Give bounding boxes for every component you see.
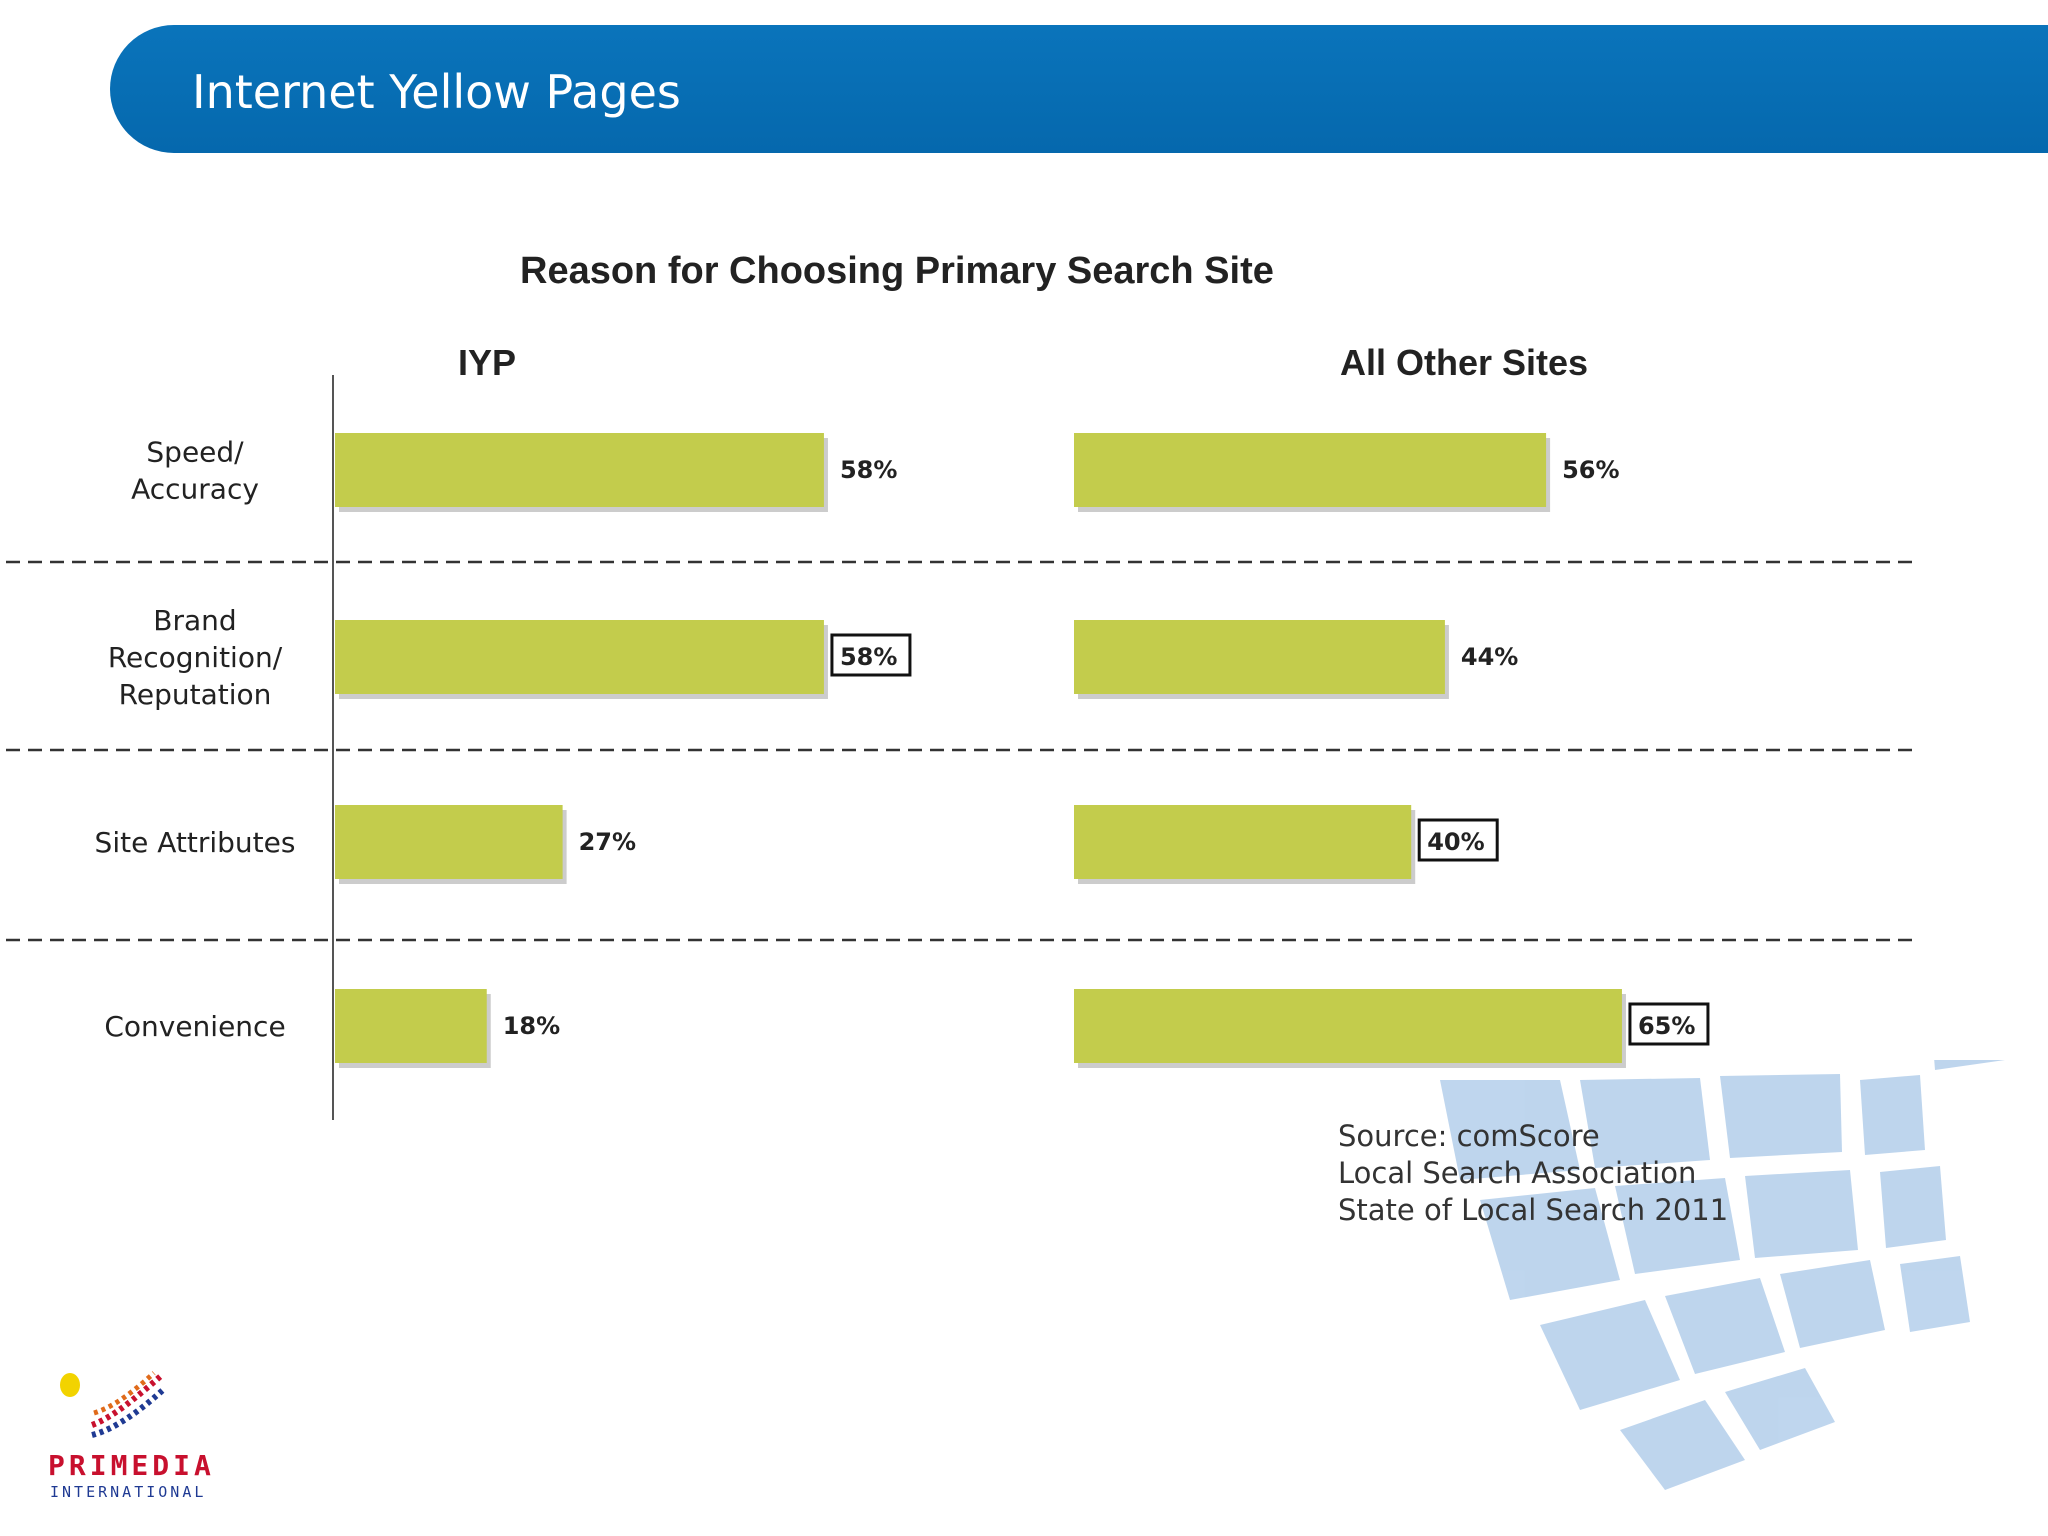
logo-name: PRIMEDIA xyxy=(48,1449,215,1482)
iyp-bar xyxy=(335,989,487,1063)
category-label: Reputation xyxy=(119,678,272,711)
other-sites-bar xyxy=(1074,989,1622,1063)
iyp-bar xyxy=(335,433,824,507)
iyp-value-label: 18% xyxy=(503,1012,560,1040)
source-line: Local Search Association xyxy=(1338,1156,1697,1190)
iyp-bar xyxy=(335,620,824,694)
category-labels: Speed/Accuracy Brand Recognition/Reputatio… xyxy=(95,436,296,1044)
globe-graphic xyxy=(1440,1060,2005,1490)
value-label-box xyxy=(830,633,912,677)
other-sites-bar xyxy=(1074,620,1445,694)
other-sites-value-label: 44% xyxy=(1461,643,1518,671)
iyp-value-label: 27% xyxy=(579,828,636,856)
iyp-bar xyxy=(335,805,563,879)
source-note: Source: comScore Local Search Associatio… xyxy=(1338,1118,1728,1229)
category-label: Recognition/ xyxy=(108,641,283,674)
source-line: Source: comScore xyxy=(1338,1119,1600,1153)
other-sites-value-label: 65% xyxy=(1638,1012,1695,1040)
primedia-logo: PRIMEDIA INTERNATIONAL xyxy=(44,1365,214,1501)
logo-subtitle: INTERNATIONAL xyxy=(50,1483,207,1501)
source-line: State of Local Search 2011 xyxy=(1338,1193,1729,1227)
category-label: Speed/ xyxy=(146,436,244,469)
title-banner: Internet Yellow Pages xyxy=(110,25,2048,153)
slide-title: Internet Yellow Pages xyxy=(192,65,681,119)
other-sites-value-label: 56% xyxy=(1562,456,1619,484)
other-sites-series-header: All Other Sites xyxy=(1340,342,1589,383)
other-sites-bar xyxy=(1074,433,1547,507)
category-separators xyxy=(6,560,1920,942)
other-sites-bar xyxy=(1074,805,1412,879)
iyp-value-label: 58% xyxy=(840,456,897,484)
other-sites-value-label: 40% xyxy=(1427,828,1484,856)
value-label-box xyxy=(1628,1002,1710,1046)
category-label: Site Attributes xyxy=(95,826,296,859)
iyp-value-label: 58% xyxy=(840,643,897,671)
iyp-series-header: IYP xyxy=(458,342,517,383)
chart-marks: 58% 58% 27% 18% 56% 44% 40% 65% xyxy=(335,433,1710,1068)
value-label-box xyxy=(1417,818,1499,862)
category-label: Convenience xyxy=(104,1010,285,1043)
category-label: Accuracy xyxy=(131,473,259,506)
category-label: Brand xyxy=(153,604,236,637)
chart-title: Reason for Choosing Primary Search Site xyxy=(520,250,1274,292)
logo-mark-icon xyxy=(60,1371,167,1438)
